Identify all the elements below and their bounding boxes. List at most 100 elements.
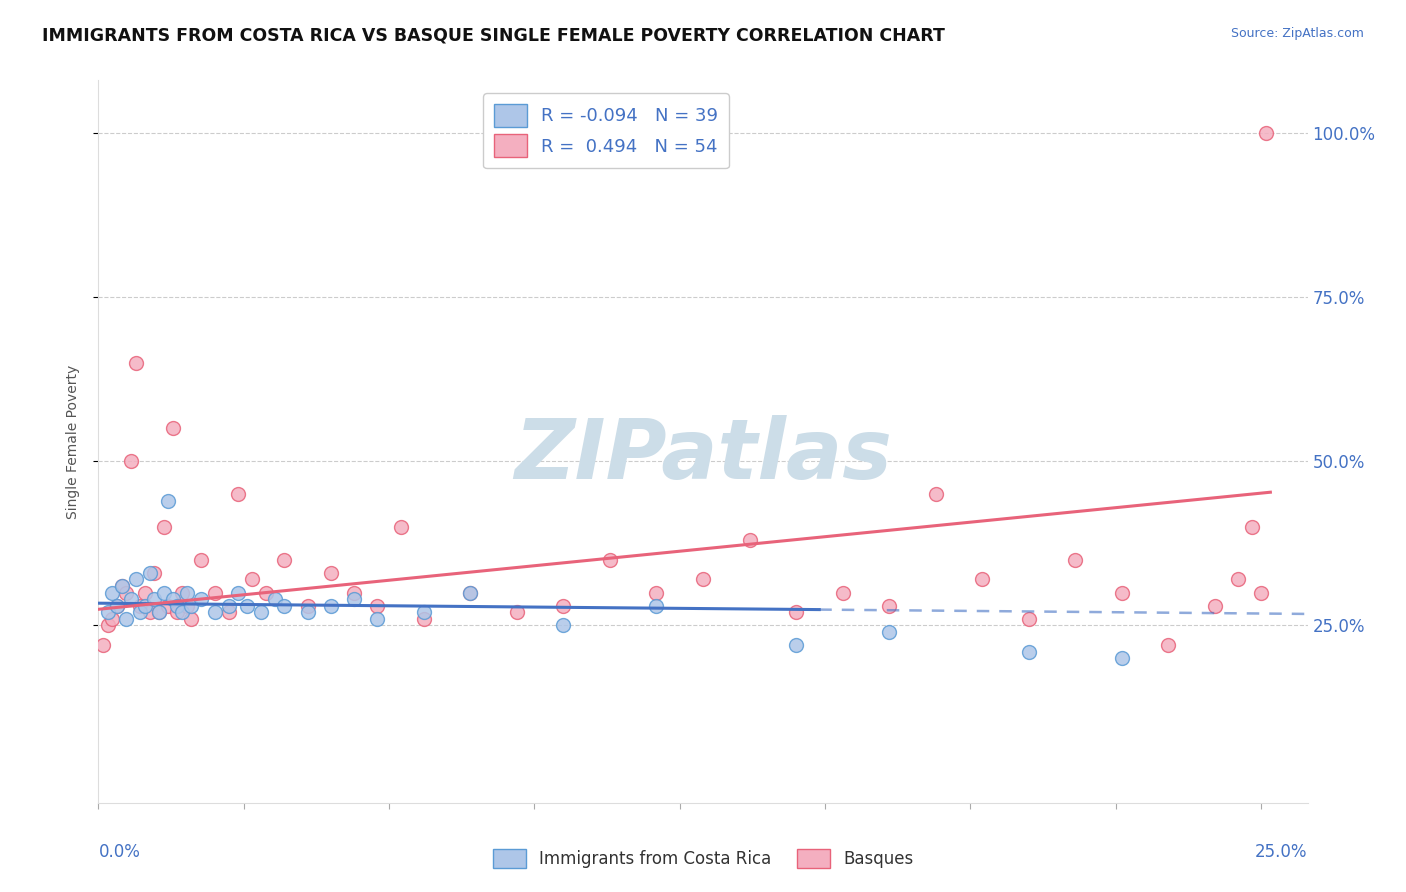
Text: 25.0%: 25.0% [1256, 843, 1308, 861]
Point [105, 599, 128, 613]
Point [157, 493, 180, 508]
Point [273, 599, 295, 613]
Point [124, 356, 146, 370]
Point [97, 605, 120, 619]
Point [143, 566, 166, 580]
Point [115, 585, 138, 599]
Point [129, 605, 152, 619]
Text: ZIPatlas: ZIPatlas [515, 416, 891, 497]
Point [297, 605, 319, 619]
Point [190, 553, 212, 567]
Point [1111, 585, 1133, 599]
Point [645, 599, 668, 613]
Point [152, 585, 174, 599]
Text: Source: ZipAtlas.com: Source: ZipAtlas.com [1230, 27, 1364, 40]
Point [254, 585, 277, 599]
Point [1254, 126, 1277, 140]
Point [692, 573, 714, 587]
Point [264, 592, 287, 607]
Point [134, 599, 156, 613]
Point [645, 585, 668, 599]
Point [1250, 585, 1272, 599]
Point [877, 625, 900, 640]
Point [226, 487, 249, 501]
Legend: Immigrants from Costa Rica, Basques: Immigrants from Costa Rica, Basques [486, 842, 920, 875]
Point [157, 599, 180, 613]
Point [389, 520, 412, 534]
Point [250, 605, 273, 619]
Point [129, 599, 152, 613]
Point [1018, 612, 1040, 626]
Point [506, 605, 529, 619]
Point [162, 421, 184, 435]
Legend: R = -0.094   N = 39, R =  0.494   N = 54: R = -0.094 N = 39, R = 0.494 N = 54 [484, 93, 730, 169]
Point [111, 579, 134, 593]
Point [162, 592, 184, 607]
Point [970, 573, 993, 587]
Point [101, 585, 124, 599]
Point [297, 599, 319, 613]
Point [1204, 599, 1226, 613]
Point [1111, 651, 1133, 665]
Point [218, 599, 240, 613]
Point [124, 573, 146, 587]
Point [785, 605, 807, 619]
Point [273, 553, 295, 567]
Point [101, 612, 124, 626]
Point [738, 533, 761, 547]
Point [553, 599, 575, 613]
Point [152, 520, 174, 534]
Point [831, 585, 853, 599]
Point [134, 585, 156, 599]
Point [111, 579, 134, 593]
Point [172, 605, 194, 619]
Point [120, 592, 142, 607]
Point [924, 487, 946, 501]
Point [319, 599, 342, 613]
Point [460, 585, 482, 599]
Point [204, 605, 226, 619]
Point [1064, 553, 1087, 567]
Point [343, 592, 366, 607]
Point [180, 599, 202, 613]
Point [343, 585, 366, 599]
Point [120, 454, 142, 468]
Point [366, 599, 388, 613]
Point [176, 585, 198, 599]
Point [877, 599, 900, 613]
Point [148, 605, 170, 619]
Point [143, 592, 166, 607]
Point [180, 612, 202, 626]
Point [460, 585, 482, 599]
Point [1018, 645, 1040, 659]
Point [91, 638, 114, 652]
Point [413, 612, 436, 626]
Point [97, 618, 120, 632]
Point [785, 638, 807, 652]
Text: IMMIGRANTS FROM COSTA RICA VS BASQUE SINGLE FEMALE POVERTY CORRELATION CHART: IMMIGRANTS FROM COSTA RICA VS BASQUE SIN… [42, 27, 945, 45]
Point [366, 612, 388, 626]
Point [138, 566, 160, 580]
Point [1157, 638, 1180, 652]
Point [1226, 573, 1249, 587]
Point [166, 605, 188, 619]
Point [172, 585, 194, 599]
Point [226, 585, 249, 599]
Point [218, 605, 240, 619]
Point [148, 605, 170, 619]
Point [413, 605, 436, 619]
Text: 0.0%: 0.0% [98, 843, 141, 861]
Point [236, 599, 259, 613]
Point [319, 566, 342, 580]
Point [553, 618, 575, 632]
Point [599, 553, 621, 567]
Point [1240, 520, 1263, 534]
Point [105, 599, 128, 613]
Point [176, 599, 198, 613]
Point [138, 605, 160, 619]
Point [240, 573, 263, 587]
Point [190, 592, 212, 607]
Point [204, 585, 226, 599]
Y-axis label: Single Female Poverty: Single Female Poverty [66, 365, 80, 518]
Point [115, 612, 138, 626]
